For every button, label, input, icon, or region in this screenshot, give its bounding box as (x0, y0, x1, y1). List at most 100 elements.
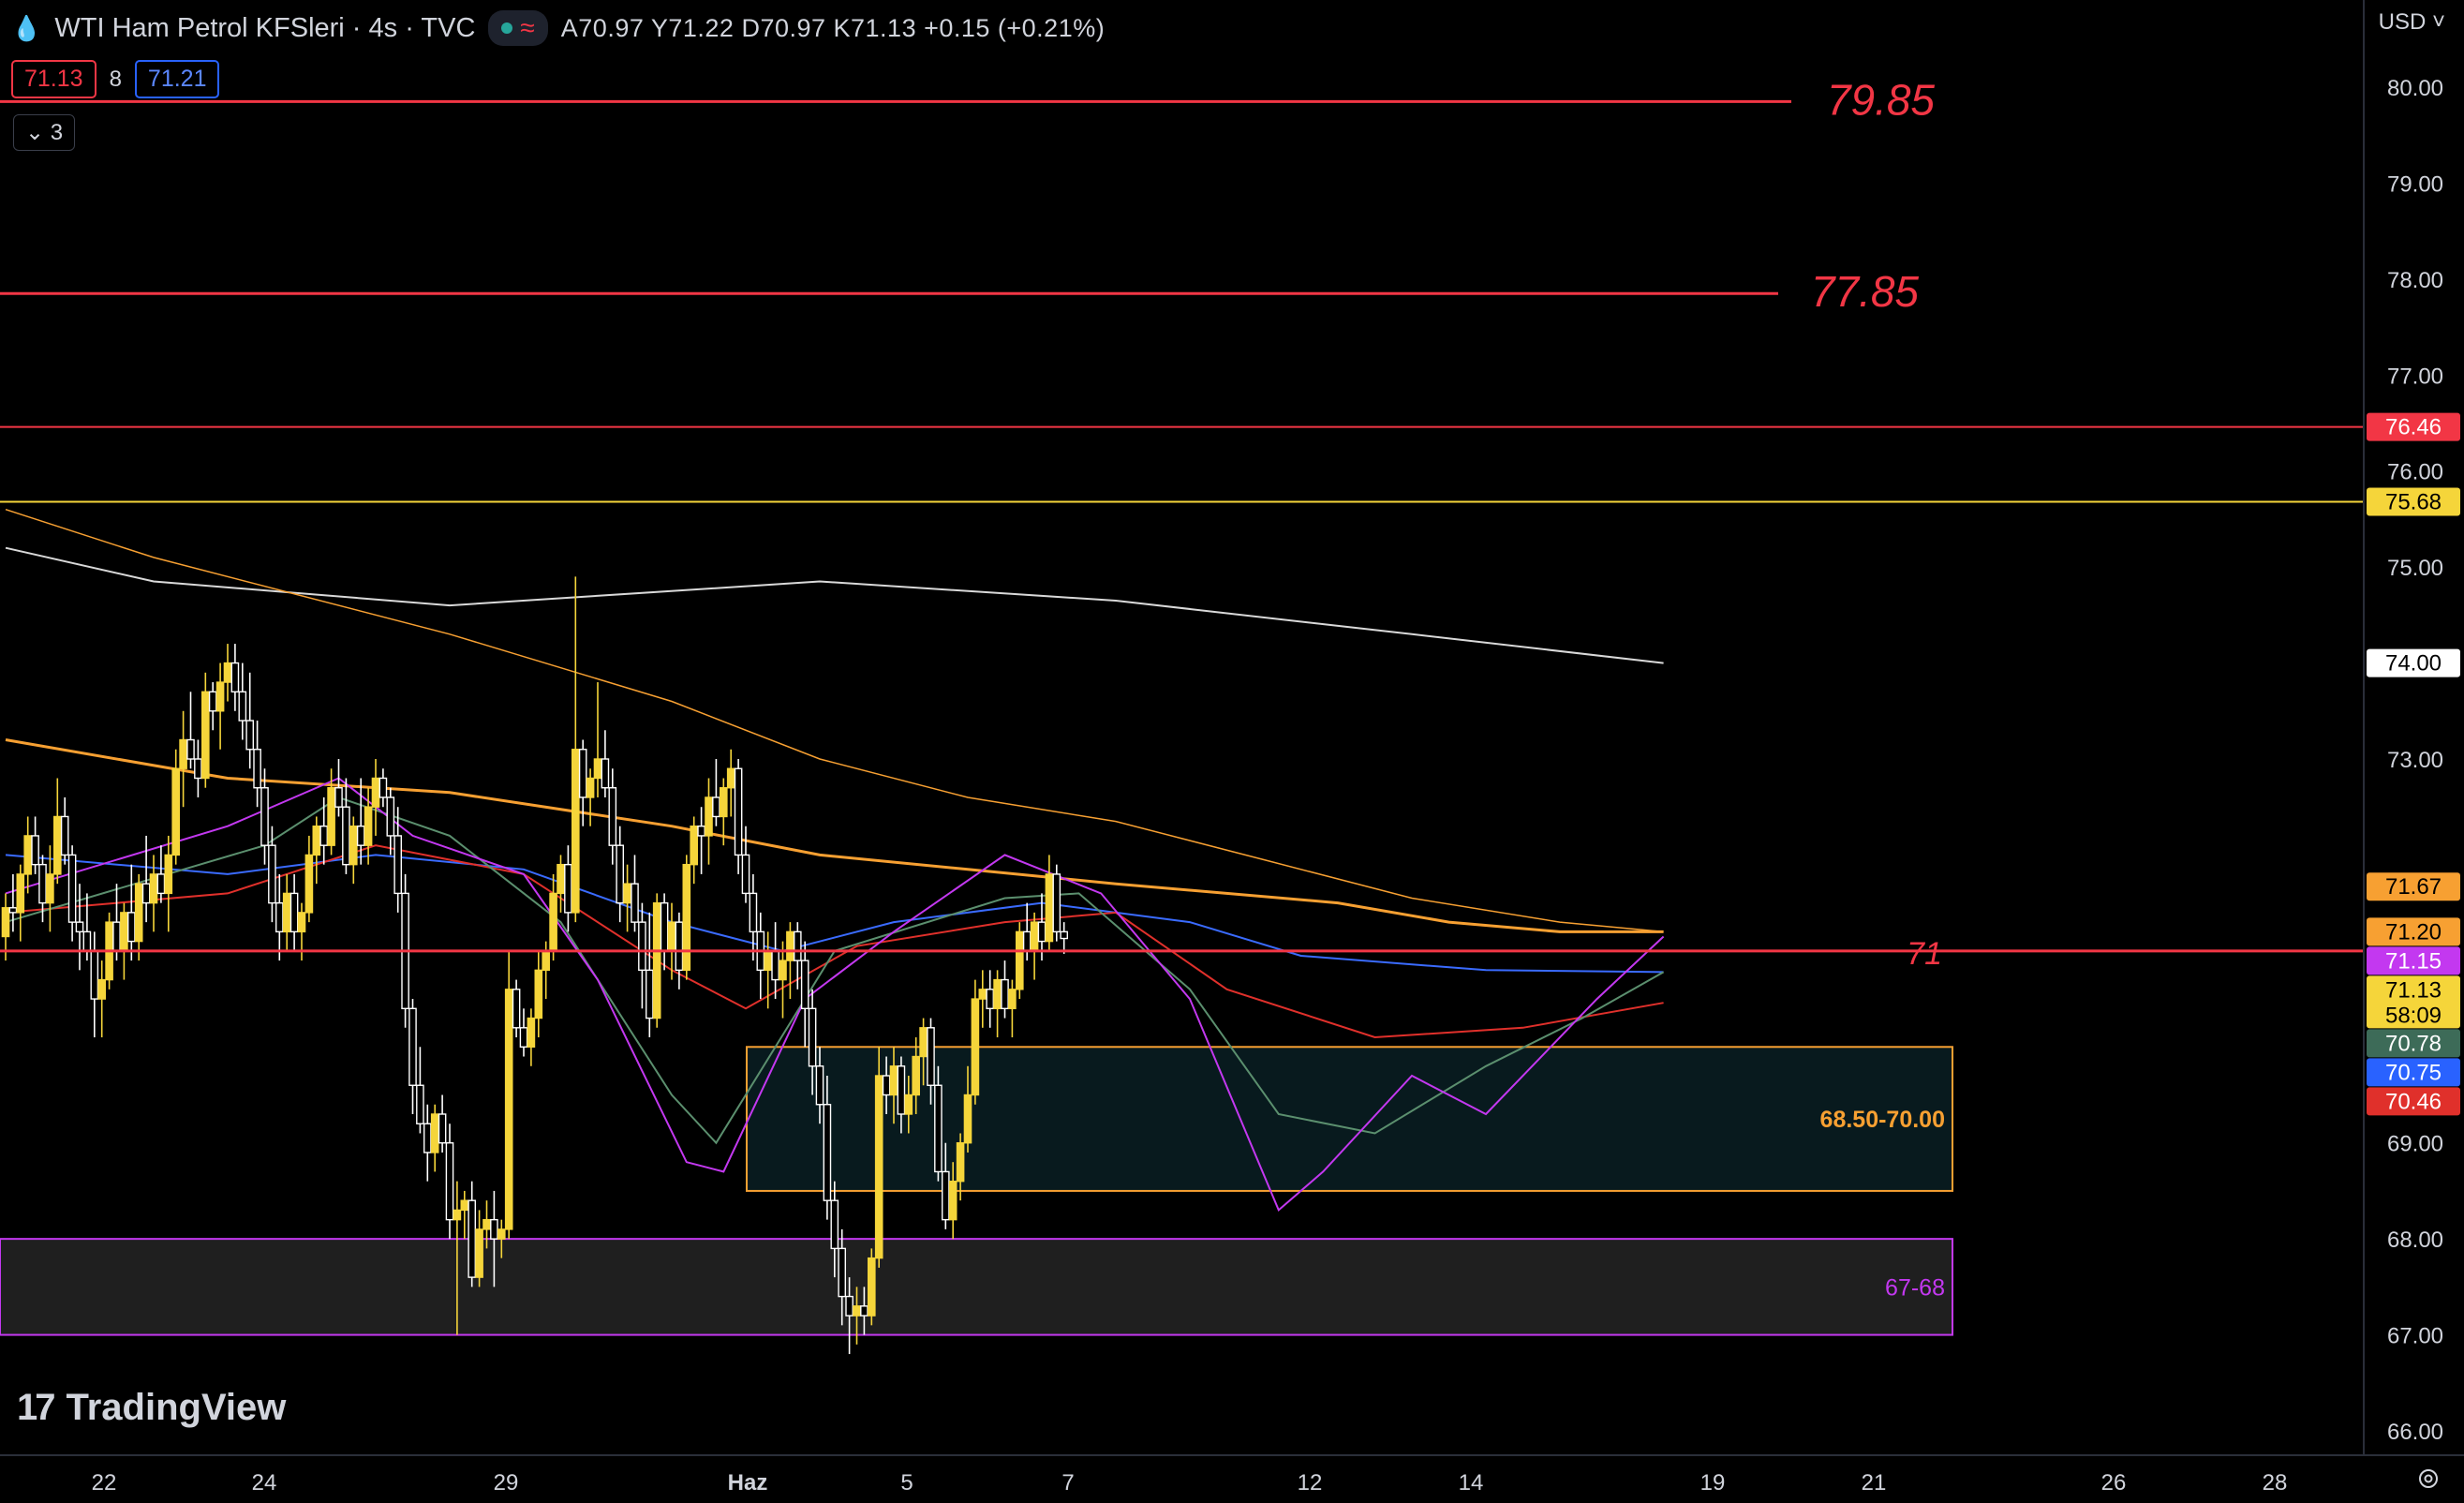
candle-body (993, 978, 1002, 1010)
candle (808, 989, 817, 1095)
candle-body (631, 883, 639, 923)
candle (874, 1047, 883, 1268)
candle (141, 835, 151, 923)
axis-badge-label: 71.15 (2385, 948, 2442, 974)
candle-body (120, 912, 128, 952)
axis-badge-bg (2367, 872, 2460, 901)
candle-body (741, 854, 750, 895)
zones-layer: 68.50-70.00 67-68 (0, 1046, 1953, 1336)
price-tick-label: 77.00 (2387, 364, 2443, 389)
horizontal-level-label: 79.85 (1827, 75, 1936, 124)
candle-body (304, 854, 314, 914)
candle-body (23, 835, 33, 875)
axis-badge-bg (2367, 1058, 2460, 1087)
candle (208, 682, 217, 731)
candle (971, 979, 980, 1105)
candle (927, 1018, 935, 1105)
candle (460, 1190, 469, 1240)
price-tick-label: 79.00 (2387, 171, 2443, 197)
currency-label: USD (2378, 9, 2427, 35)
candle-body (82, 930, 92, 952)
candle (223, 644, 232, 702)
candle (1060, 922, 1068, 954)
gear-icon[interactable] (2415, 1466, 2442, 1492)
bid-ask-boxes: 71.13 8 71.21 (11, 60, 220, 98)
candle (660, 893, 669, 971)
candle-body (934, 1084, 943, 1173)
candle-body (838, 1247, 846, 1298)
candle (275, 873, 284, 961)
candle-body (646, 969, 654, 1019)
candle (1008, 979, 1017, 1038)
candle (200, 672, 210, 788)
candle (534, 950, 543, 1038)
indicators-toggle-button[interactable]: ⌄ 3 (13, 114, 76, 151)
candle-body (430, 1113, 439, 1153)
candle-body (948, 1180, 957, 1221)
candle-body (986, 989, 994, 1010)
axis-badge-bg (2367, 648, 2460, 677)
candle (557, 855, 565, 913)
candle (578, 739, 587, 826)
candle-body (319, 826, 329, 846)
candle-body (712, 796, 720, 818)
candle (97, 960, 106, 1038)
candle (1015, 922, 1024, 1000)
time-tick-label: 5 (900, 1470, 913, 1496)
candle-body (978, 989, 987, 1000)
ohlc-values: A70.97 Y71.22 D70.97 K71.13 +0.15 (+0.21… (560, 13, 1106, 42)
candle (194, 739, 202, 797)
buy-price-button[interactable]: 71.21 (134, 60, 220, 98)
axis-badge-bg (2367, 975, 2460, 1029)
candle-body (482, 1218, 491, 1230)
price-tick-label: 78.00 (2387, 268, 2443, 293)
sell-price-button[interactable]: 71.13 (11, 60, 96, 98)
candle (720, 778, 728, 846)
time-tick-label: 26 (2101, 1470, 2127, 1496)
horizontal-level-label: 71 (1907, 936, 1942, 972)
candle (993, 970, 1002, 1038)
candle (120, 902, 128, 980)
candle-body (667, 921, 676, 952)
candle (690, 816, 698, 885)
candle (986, 970, 994, 1028)
candle-body (215, 681, 225, 712)
candle (349, 816, 358, 885)
chevron-down-icon: ⌄ (25, 120, 45, 145)
candle (800, 941, 809, 1048)
candle (46, 845, 54, 932)
symbol-title[interactable]: WTI Ham Petrol KFSleri · 4s · TVC (54, 12, 476, 43)
candle-body (230, 662, 240, 692)
candle (904, 1076, 913, 1134)
candle-body (1045, 873, 1054, 943)
candle-body (830, 1199, 839, 1250)
candle (734, 759, 743, 874)
candle-body (638, 921, 646, 972)
candle-body (46, 873, 54, 904)
axis-price-badge: 76.46 (2367, 412, 2460, 441)
candle-body (379, 777, 388, 798)
time-tick-label: 7 (1061, 1470, 1074, 1496)
candle (371, 759, 380, 836)
candle-body (275, 901, 284, 933)
candle-body (179, 738, 187, 769)
candle-body (200, 691, 210, 780)
candle (1045, 855, 1054, 951)
candle-body (475, 1228, 483, 1278)
candle-body (800, 960, 809, 1010)
candle-body (445, 1142, 454, 1221)
candle-body (497, 1228, 506, 1240)
chevron-down-icon: ˅ (2426, 9, 2445, 35)
axis-badge-label: 70.75 (2385, 1060, 2442, 1085)
candle (571, 576, 580, 923)
market-status-icon[interactable]: ≈ (488, 10, 548, 46)
moving-average-line (5, 777, 1665, 1213)
candle-body (1060, 930, 1068, 940)
candle (564, 845, 572, 932)
candle (475, 1210, 483, 1287)
candle-body (786, 930, 794, 961)
currency-selector[interactable]: USD ˅ (2379, 9, 2445, 36)
time-tick-label: 12 (1298, 1470, 1323, 1496)
candle-body (53, 815, 62, 875)
